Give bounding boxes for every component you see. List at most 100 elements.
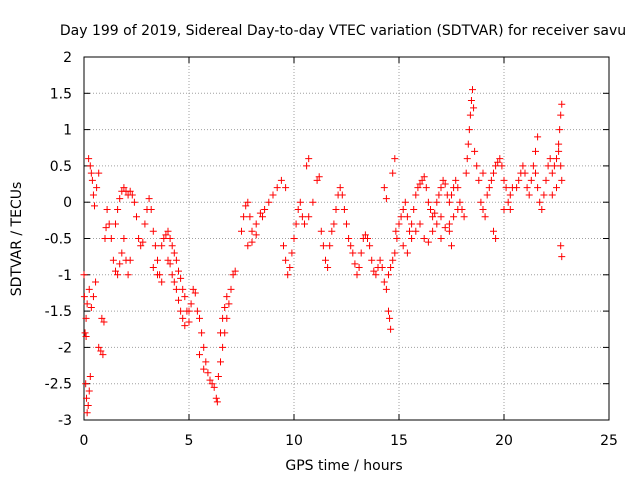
data-point (196, 314, 203, 322)
data-point (553, 184, 560, 192)
data-point (462, 169, 470, 177)
data-point (382, 285, 390, 293)
data-point (86, 372, 94, 380)
data-point (521, 169, 529, 177)
data-point (292, 220, 300, 228)
data-point (470, 104, 478, 112)
data-point (555, 147, 563, 155)
data-point (154, 256, 161, 264)
y-tick-label: -2 (58, 340, 72, 356)
data-point (280, 242, 287, 250)
data-point (189, 285, 197, 293)
data-point (238, 227, 245, 235)
data-point (464, 140, 472, 148)
data-point (166, 260, 174, 268)
data-point (116, 195, 124, 203)
data-point (179, 314, 187, 322)
data-point (124, 271, 132, 279)
data-point (477, 198, 485, 206)
data-point (185, 318, 193, 326)
data-point (145, 195, 153, 203)
y-tick-label: 1 (63, 123, 72, 139)
data-point (126, 187, 134, 195)
data-point (353, 271, 361, 279)
data-point (261, 205, 269, 213)
data-point (420, 235, 428, 242)
data-point (177, 307, 185, 315)
data-point (515, 176, 523, 184)
data-point (265, 198, 273, 206)
data-point (168, 271, 176, 279)
data-point (429, 227, 437, 235)
data-point (284, 271, 292, 279)
data-point (118, 249, 126, 257)
data-point (210, 383, 218, 391)
data-point (525, 191, 533, 199)
data-point (213, 398, 221, 406)
data-point (87, 169, 95, 177)
data-point (305, 155, 313, 163)
data-point (538, 205, 546, 213)
data-point (349, 249, 357, 257)
data-point (414, 184, 422, 192)
data-point (399, 242, 407, 250)
data-point (445, 198, 453, 206)
data-point (198, 329, 206, 337)
data-point (139, 238, 147, 246)
data-point (317, 227, 325, 235)
data-point (408, 220, 416, 228)
data-point (175, 267, 182, 275)
data-point (88, 176, 96, 184)
data-point (112, 267, 119, 275)
data-point (85, 387, 93, 395)
data-point (269, 191, 277, 199)
data-point (450, 213, 458, 221)
data-point (401, 198, 409, 206)
data-point (259, 213, 266, 221)
data-point (185, 307, 193, 315)
data-point (454, 205, 462, 213)
data-point (81, 329, 89, 337)
data-point (550, 162, 558, 170)
data-point (99, 351, 107, 359)
data-point (109, 256, 117, 264)
data-point (83, 394, 91, 402)
data-point (492, 235, 500, 242)
data-point (467, 97, 475, 105)
data-point (336, 184, 344, 192)
x-tick-label: 15 (390, 433, 408, 449)
data-point (221, 303, 229, 311)
data-point (149, 264, 157, 272)
data-point (229, 271, 237, 279)
data-point (498, 162, 506, 170)
data-point (437, 235, 445, 242)
data-point (437, 213, 445, 221)
data-point (217, 329, 224, 337)
data-point (147, 205, 155, 213)
data-point (389, 256, 397, 264)
data-point (534, 133, 542, 141)
data-point (355, 264, 363, 272)
data-point (256, 209, 264, 217)
data-point (100, 318, 108, 326)
y-tick-label: 0.5 (50, 159, 72, 175)
data-point (85, 285, 93, 293)
data-point (120, 235, 128, 242)
data-point (485, 184, 493, 192)
data-point (202, 358, 210, 366)
data-point (378, 264, 386, 272)
data-point (82, 333, 90, 341)
data-point (162, 231, 170, 239)
data-point (558, 176, 566, 184)
data-point (154, 271, 161, 279)
data-point (137, 242, 145, 250)
data-point (433, 198, 441, 206)
data-point (82, 314, 90, 322)
data-point (536, 198, 544, 206)
data-point (91, 202, 98, 210)
data-point (328, 227, 336, 235)
data-point (120, 184, 128, 192)
y-tick-label: -0.5 (45, 232, 72, 248)
data-point (273, 184, 281, 192)
data-point (439, 176, 447, 184)
